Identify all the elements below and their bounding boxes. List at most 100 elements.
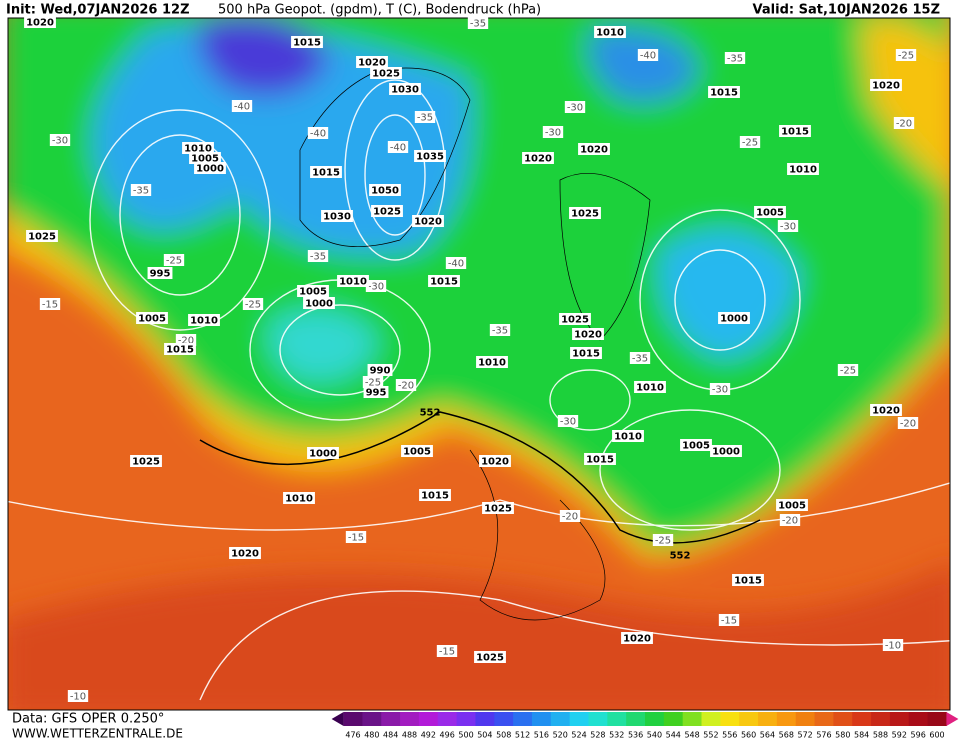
colorbar-label: 556 [722, 731, 737, 740]
temperature-label-group: -30 [365, 280, 387, 293]
pressure-label-box [229, 547, 261, 559]
website: WWW.WETTERZENTRALE.DE [12, 727, 183, 741]
pressure-label-group: 1025 [569, 207, 601, 220]
colorbar-label: 564 [760, 731, 775, 740]
pressure-label-box [130, 455, 162, 467]
pressure-label: 1015 [734, 576, 762, 587]
pressure-label-group: 1015 [584, 453, 616, 466]
pressure-label: 1020 [623, 634, 651, 645]
pressure-label-box [389, 83, 421, 95]
pressure-label: 1000 [720, 314, 748, 325]
pressure-label-group: 1020 [24, 16, 56, 29]
pressure-label: 1020 [574, 330, 602, 341]
pressure-label-box [718, 312, 750, 324]
pressure-label-group: 1005 [401, 445, 433, 458]
pressure-label: 1020 [524, 154, 552, 165]
temperature-label-group: -30 [557, 415, 579, 428]
temperature-label-box [414, 111, 436, 123]
colorbar-swatch [908, 712, 929, 726]
temperature-label-group: -35 [629, 352, 651, 365]
valid-time: Valid: Sat,10JAN2026 15Z [753, 3, 940, 18]
pressure-label: 1020 [872, 406, 900, 417]
temperature-label-box [130, 184, 152, 196]
pressure-label-box [870, 404, 902, 416]
pressure-label: 1015 [710, 88, 738, 99]
colorbar-label: 516 [534, 731, 549, 740]
pressure-label-box [164, 343, 196, 355]
temperature-label-group: -20 [779, 514, 801, 527]
temperature-label-box [231, 100, 253, 112]
pressure-label: 1005 [299, 287, 327, 298]
pressure-label: 1000 [712, 447, 740, 458]
temperature-label: -30 [560, 417, 576, 428]
pressure-label-group: 1000 [710, 445, 742, 458]
pressure-label: 995 [150, 269, 171, 280]
pressure-label-box [297, 285, 329, 297]
colorbar-label: 560 [741, 731, 756, 740]
pressure-label: 1015 [293, 38, 321, 49]
pressure-label-group: 1000 [194, 162, 226, 175]
temperature-label: -25 [742, 138, 758, 149]
pressure-label-box [188, 314, 220, 326]
colorbar-swatch [758, 712, 778, 726]
data-source: Data: GFS OPER 0.250° [12, 712, 164, 727]
pressure-label-group: 1000 [303, 297, 335, 310]
temperature-label-box [629, 352, 651, 364]
pressure-label-group: 1020 [522, 152, 554, 165]
pressure-label-box [708, 86, 740, 98]
colorbar-arrow-left [331, 712, 344, 726]
pressure-label-box [310, 166, 342, 178]
pressure-label: 1015 [572, 349, 600, 360]
contour-label-group: 552 [670, 551, 691, 562]
colorbar-label: 504 [477, 731, 492, 740]
pressure-label-box [522, 152, 554, 164]
pressure-label-box [578, 143, 610, 155]
temperature-label-box [724, 52, 746, 64]
temperature-label: -25 [166, 256, 182, 267]
temperature-label-group: -30 [542, 126, 564, 139]
temperature-label-group: -30 [49, 134, 71, 147]
temperature-label: -30 [52, 136, 68, 147]
init-time: Init: Wed,07JAN2026 12Z [6, 3, 190, 18]
pressure-label-group: 1020 [572, 328, 604, 341]
colorbar-swatch [701, 712, 721, 726]
colorbar-swatch [871, 712, 891, 726]
colorbar-swatch [513, 712, 533, 726]
pressure-label-box [570, 347, 602, 359]
pressure-label-group: 1000 [307, 447, 339, 460]
temperature-label-group: -40 [637, 49, 659, 62]
pressure-label-group: 1015 [291, 36, 323, 49]
temperature-label-group: -15 [345, 531, 367, 544]
temperature-label-group: -40 [445, 257, 467, 270]
temperature-label: -20 [782, 516, 798, 527]
temperature-label: -30 [712, 385, 728, 396]
pressure-label-group: 995 [363, 386, 389, 399]
colorbar-swatch [607, 712, 627, 726]
temperature-label-group: -20 [395, 379, 417, 392]
temperature-label: -30 [780, 222, 796, 233]
temperature-label: -25 [245, 300, 261, 311]
temperature-label-box [897, 417, 919, 429]
colorbar-label: 496 [440, 731, 455, 740]
colorbar-swatch [475, 712, 495, 726]
temperature-label-box [67, 690, 89, 702]
pressure-label-group: 1025 [26, 230, 58, 243]
pressure-label-group: 1050 [369, 184, 401, 197]
colorbar-label: 508 [496, 731, 511, 740]
temperature-label: -20 [178, 336, 194, 347]
temperature-label-box [395, 379, 417, 391]
temperature-label-box [559, 510, 581, 522]
pressure-label: 1000 [309, 449, 337, 460]
pressure-label: 1005 [682, 441, 710, 452]
temperature-label-group: -20 [897, 417, 919, 430]
pressure-label: 1005 [138, 314, 166, 325]
temperature-label-group: -25 [242, 298, 264, 311]
temperature-label: -20 [896, 119, 912, 130]
pressure-label: 1020 [580, 145, 608, 156]
pressure-label-box [612, 430, 644, 442]
temperature-label: -40 [234, 102, 250, 113]
pressure-label-group: 1020 [479, 455, 511, 468]
colorbar-swatch [381, 712, 401, 726]
temperature-label: -15 [439, 647, 455, 658]
